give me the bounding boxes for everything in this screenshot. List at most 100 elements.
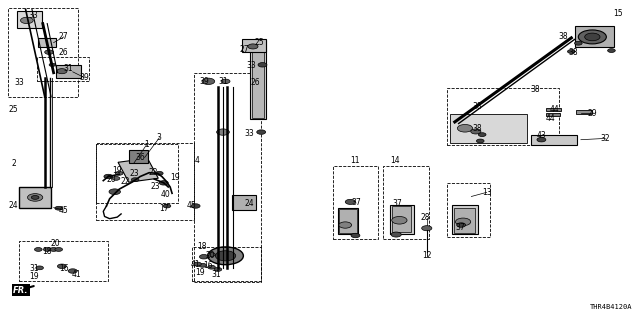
Text: 38: 38 (530, 85, 540, 94)
Text: 45: 45 (186, 202, 196, 211)
Text: 41: 41 (191, 260, 200, 268)
Text: 39: 39 (199, 77, 209, 86)
Circle shape (476, 139, 484, 143)
Circle shape (391, 232, 401, 237)
Bar (19, 241, 108, 281)
Bar (193, 247, 261, 281)
Bar (390, 205, 414, 234)
Text: 19: 19 (170, 173, 179, 182)
Text: 41: 41 (72, 270, 81, 279)
Text: 18: 18 (42, 247, 52, 257)
Circle shape (44, 248, 51, 252)
Text: 19: 19 (29, 272, 39, 281)
Text: 27: 27 (59, 32, 68, 41)
Circle shape (221, 79, 230, 84)
Text: 23: 23 (150, 181, 160, 190)
Circle shape (208, 247, 243, 265)
Circle shape (537, 138, 546, 142)
Circle shape (35, 248, 42, 252)
Bar (17, 11, 42, 28)
Text: 4: 4 (195, 156, 200, 165)
Bar (8, 8, 78, 97)
Bar (338, 208, 358, 234)
Text: 44: 44 (549, 105, 559, 114)
Circle shape (568, 50, 575, 53)
Circle shape (112, 177, 120, 180)
Circle shape (109, 189, 120, 195)
Circle shape (215, 251, 236, 261)
Text: 18: 18 (197, 242, 207, 251)
Bar (37, 57, 89, 81)
Circle shape (36, 266, 44, 270)
Bar (454, 208, 475, 233)
Bar (19, 187, 51, 208)
Text: 15: 15 (613, 9, 623, 18)
Circle shape (156, 172, 163, 175)
Text: 20: 20 (51, 239, 60, 248)
Bar (118, 158, 158, 182)
Circle shape (58, 264, 67, 268)
Circle shape (20, 17, 33, 24)
Circle shape (202, 78, 214, 84)
Bar (250, 40, 266, 119)
Circle shape (104, 174, 113, 179)
Circle shape (345, 199, 355, 204)
Text: 32: 32 (600, 134, 610, 143)
Bar (333, 166, 378, 239)
Bar (576, 110, 592, 114)
Text: 26: 26 (250, 78, 260, 87)
Text: 31: 31 (212, 270, 221, 279)
Circle shape (457, 223, 466, 227)
Bar (339, 209, 356, 233)
Text: 25: 25 (255, 38, 264, 47)
Bar (95, 144, 179, 203)
Circle shape (49, 63, 56, 67)
Text: 45: 45 (59, 206, 68, 215)
Text: 13: 13 (482, 188, 492, 197)
Text: 43: 43 (536, 131, 547, 140)
Bar (451, 114, 527, 142)
Text: 20: 20 (106, 175, 116, 184)
Text: 36: 36 (135, 153, 145, 162)
Circle shape (31, 196, 39, 199)
Circle shape (55, 206, 63, 210)
Text: 24: 24 (8, 201, 18, 210)
Circle shape (131, 178, 139, 181)
Bar (242, 39, 266, 52)
Bar (194, 73, 260, 282)
Circle shape (392, 216, 407, 224)
Circle shape (607, 49, 615, 52)
Text: 16: 16 (204, 261, 213, 270)
Bar (575, 26, 614, 47)
Bar (447, 88, 559, 145)
Circle shape (478, 133, 486, 137)
Circle shape (115, 172, 123, 175)
Text: 28: 28 (420, 213, 429, 222)
Circle shape (45, 50, 54, 54)
Circle shape (458, 124, 472, 132)
Text: 2: 2 (12, 159, 17, 168)
Circle shape (575, 41, 582, 45)
Text: 22: 22 (148, 168, 157, 177)
Text: 3: 3 (157, 133, 162, 142)
Text: THR4B4120A: THR4B4120A (590, 304, 633, 309)
Text: 37: 37 (455, 223, 465, 232)
Text: 16: 16 (59, 264, 68, 273)
Circle shape (57, 69, 67, 74)
Circle shape (257, 130, 266, 134)
Circle shape (585, 33, 600, 41)
Bar (452, 205, 477, 234)
Text: 11: 11 (350, 156, 360, 165)
Text: 24: 24 (245, 199, 255, 208)
Text: 31: 31 (63, 63, 73, 73)
Text: 33: 33 (28, 11, 38, 20)
Text: 38: 38 (558, 32, 568, 41)
Circle shape (191, 204, 200, 208)
Text: 37: 37 (392, 199, 403, 208)
Bar (38, 38, 56, 47)
Text: 29: 29 (588, 108, 597, 117)
Text: 33: 33 (14, 78, 24, 87)
Circle shape (163, 204, 171, 208)
Bar (56, 65, 81, 77)
Circle shape (159, 180, 168, 185)
